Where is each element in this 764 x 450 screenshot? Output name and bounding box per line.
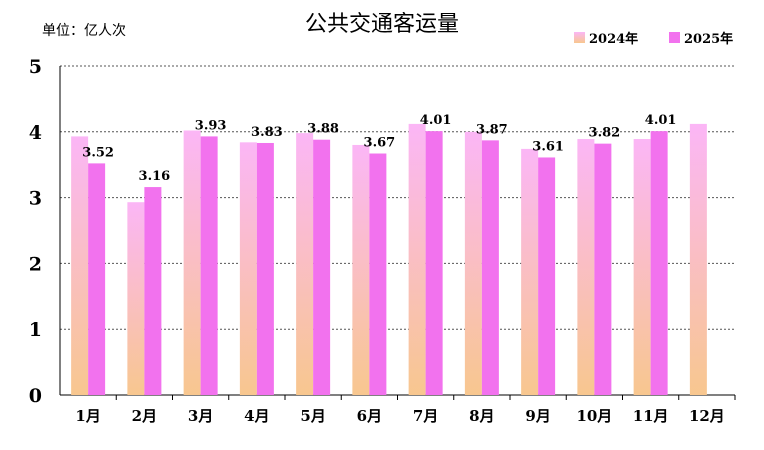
y-tick-label: 5	[29, 56, 42, 78]
data-label-2025: 4.01	[420, 113, 452, 128]
bar-2024	[689, 123, 707, 396]
chart-title: 公共交通客运量	[304, 12, 459, 37]
y-tick-label: 2	[29, 253, 42, 275]
x-tick-label: 8月	[469, 407, 494, 425]
x-tick-label: 4月	[244, 407, 269, 425]
bar-2024	[577, 139, 595, 395]
data-label-2025: 3.61	[532, 139, 564, 154]
x-tick-label: 5月	[300, 407, 325, 425]
bar-2025	[481, 140, 499, 395]
data-label-2025: 3.83	[251, 125, 283, 140]
bar-2025	[650, 131, 668, 395]
x-tick-label: 10月	[576, 407, 612, 425]
x-tick-label: 9月	[525, 407, 550, 425]
y-tick-label: 0	[29, 385, 42, 407]
x-tick-label: 12月	[689, 407, 725, 425]
bar-2024	[183, 130, 201, 395]
bar-2024	[521, 148, 539, 395]
x-tick-label: 2月	[132, 407, 157, 425]
x-tick-label: 7月	[413, 407, 438, 425]
legend-label-2025: 2025年	[684, 32, 734, 47]
bar-2024	[352, 144, 370, 395]
x-tick-label: 6月	[357, 407, 382, 425]
bar-2024	[408, 123, 426, 396]
bar-2024	[239, 142, 257, 395]
bar-2024	[127, 202, 145, 395]
bar-2025	[144, 187, 162, 395]
bar-2025	[425, 131, 443, 395]
legend-swatch-2024	[574, 32, 585, 43]
y-tick-label: 4	[29, 122, 42, 144]
data-label-2025: 3.93	[195, 118, 227, 133]
legend-item-2024: 2024年	[574, 28, 638, 47]
bar-2025	[538, 157, 556, 395]
legend-item-2025: 2025年	[669, 28, 733, 47]
bar-2025	[88, 163, 106, 395]
bar-2025	[313, 139, 331, 395]
legend-swatch-2025	[669, 32, 680, 43]
data-label-2025: 3.82	[589, 126, 621, 141]
bar-2024	[296, 133, 314, 395]
data-label-2025: 3.16	[139, 169, 171, 184]
y-tick-label: 3	[29, 188, 42, 210]
bar-2025	[200, 136, 218, 395]
bar-2025	[256, 142, 274, 395]
bar-2025	[369, 153, 387, 395]
y-tick-label: 1	[29, 319, 42, 341]
data-label-2025: 3.87	[476, 122, 508, 137]
bar-2024	[464, 131, 482, 396]
x-tick-label: 3月	[188, 407, 213, 425]
x-tick-label: 11月	[633, 407, 669, 425]
x-tick-label: 1月	[75, 407, 100, 425]
bar-2024	[71, 136, 89, 395]
unit-label: 单位：亿人次	[42, 23, 126, 39]
bar-2025	[594, 143, 612, 395]
legend-label-2024: 2024年	[589, 32, 639, 47]
data-label-2025: 4.01	[645, 113, 677, 128]
data-label-2025: 3.52	[82, 145, 114, 160]
data-label-2025: 3.67	[364, 136, 396, 151]
data-label-2025: 3.88	[307, 122, 339, 137]
bar-2024	[633, 139, 651, 395]
